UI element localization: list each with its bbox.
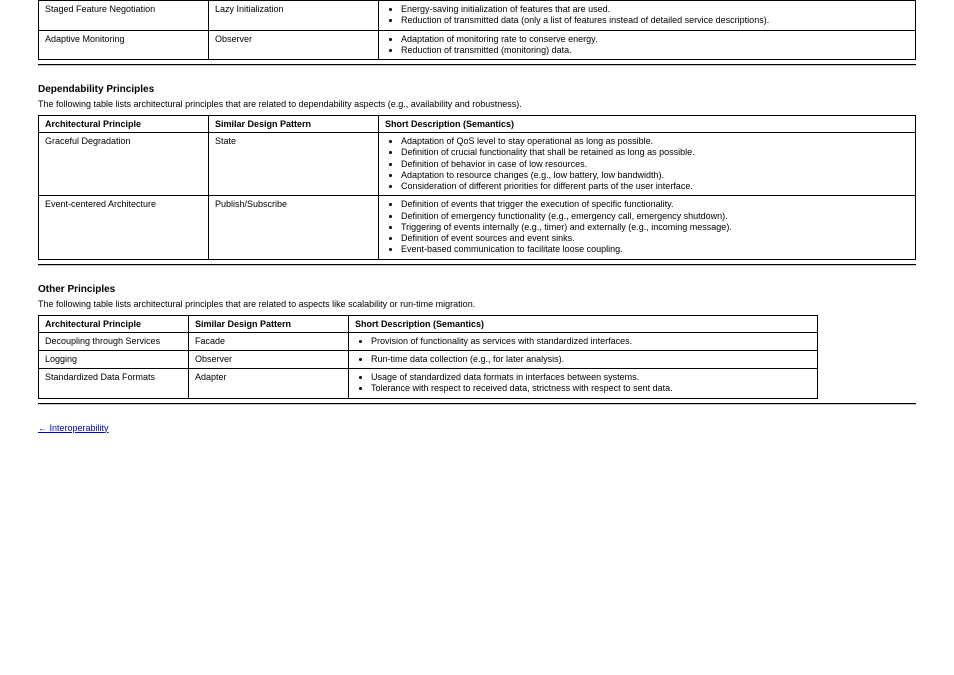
cell-principle: Event-centered Architecture	[39, 196, 209, 259]
cell-desc: Run-time data collection (e.g., for late…	[349, 350, 818, 368]
cell-pattern: Publish/Subscribe	[209, 196, 379, 259]
table-row: Graceful DegradationState Adaptation of Q…	[39, 133, 916, 196]
col-principle: Architectural Principle	[39, 315, 189, 332]
list-item: Triggering of events internally (e.g., t…	[401, 222, 909, 233]
energy-table: Staged Feature NegotiationLazy Initializ…	[38, 0, 916, 60]
depend-title: Dependability Principles	[38, 84, 916, 95]
other-lead: The following table lists architectural …	[38, 299, 916, 309]
desc-list: Usage of standardized data formats in in…	[355, 372, 811, 395]
list-item: Energy-saving initialization of features…	[401, 4, 909, 15]
cell-principle: Decoupling through Services	[39, 332, 189, 350]
other-table: Architectural Principle Similar Design P…	[38, 315, 818, 399]
table-header-row: Architectural Principle Similar Design P…	[39, 116, 916, 133]
cell-desc: Adaptation of monitoring rate to conserv…	[379, 30, 916, 60]
list-item: Usage of standardized data formats in in…	[371, 372, 811, 383]
list-item: Definition of events that trigger the ex…	[401, 199, 909, 210]
cell-principle: Adaptive Monitoring	[39, 30, 209, 60]
cell-desc: Provision of functionality as services w…	[349, 332, 818, 350]
cell-desc: Usage of standardized data formats in in…	[349, 369, 818, 399]
table-row: Adaptive MonitoringObserver Adaptation of…	[39, 30, 916, 60]
other-title: Other Principles	[38, 284, 916, 295]
list-item: Reduction of transmitted (monitoring) da…	[401, 45, 909, 56]
cell-principle: Standardized Data Formats	[39, 369, 189, 399]
list-item: Definition of crucial functionality that…	[401, 147, 909, 158]
desc-list: Adaptation of QoS level to stay operatio…	[385, 136, 909, 192]
list-item: Consideration of different priorities fo…	[401, 181, 909, 192]
list-item: Definition of behavior in case of low re…	[401, 159, 909, 170]
desc-list: Provision of functionality as services w…	[355, 336, 811, 347]
list-item: Adaptation to resource changes (e.g., lo…	[401, 170, 909, 181]
list-item: Reduction of transmitted data (only a li…	[401, 15, 909, 26]
cell-desc: Energy-saving initialization of features…	[379, 1, 916, 31]
section-divider	[38, 403, 916, 405]
desc-list: Adaptation of monitoring rate to conserv…	[385, 34, 909, 57]
list-item: Provision of functionality as services w…	[371, 336, 811, 347]
table-row: LoggingObserver Run-time data collection …	[39, 350, 818, 368]
list-item: Adaptation of QoS level to stay operatio…	[401, 136, 909, 147]
cell-pattern: State	[209, 133, 379, 196]
cell-pattern: Observer	[209, 30, 379, 60]
col-desc: Short Description (Semantics)	[349, 315, 818, 332]
prev-link[interactable]: ← Interoperability	[38, 423, 109, 433]
list-item: Adaptation of monitoring rate to conserv…	[401, 34, 909, 45]
table-row: Staged Feature NegotiationLazy Initializ…	[39, 1, 916, 31]
desc-list: Run-time data collection (e.g., for late…	[355, 354, 811, 365]
depend-table: Architectural Principle Similar Design P…	[38, 115, 916, 260]
cell-desc: Adaptation of QoS level to stay operatio…	[379, 133, 916, 196]
col-principle: Architectural Principle	[39, 116, 209, 133]
cell-pattern: Adapter	[189, 369, 349, 399]
table-row: Standardized Data FormatsAdapter Usage of…	[39, 369, 818, 399]
list-item: Run-time data collection (e.g., for late…	[371, 354, 811, 365]
cell-desc: Definition of events that trigger the ex…	[379, 196, 916, 259]
table-row: Event-centered ArchitecturePublish/Subsc…	[39, 196, 916, 259]
list-item: Definition of event sources and event si…	[401, 233, 909, 244]
col-desc: Short Description (Semantics)	[379, 116, 916, 133]
cell-pattern: Observer	[189, 350, 349, 368]
cell-principle: Logging	[39, 350, 189, 368]
section-divider	[38, 264, 916, 266]
depend-lead: The following table lists architectural …	[38, 99, 916, 109]
cell-principle: Graceful Degradation	[39, 133, 209, 196]
list-item: Event-based communication to facilitate …	[401, 244, 909, 255]
col-pattern: Similar Design Pattern	[189, 315, 349, 332]
list-item: Definition of emergency functionality (e…	[401, 211, 909, 222]
section-divider	[38, 64, 916, 66]
cell-pattern: Facade	[189, 332, 349, 350]
desc-list: Energy-saving initialization of features…	[385, 4, 909, 27]
desc-list: Definition of events that trigger the ex…	[385, 199, 909, 255]
table-header-row: Architectural Principle Similar Design P…	[39, 315, 818, 332]
col-pattern: Similar Design Pattern	[209, 116, 379, 133]
table-row: Decoupling through ServicesFacade Provisi…	[39, 332, 818, 350]
list-item: Tolerance with respect to received data,…	[371, 383, 811, 394]
cell-pattern: Lazy Initialization	[209, 1, 379, 31]
cell-principle: Staged Feature Negotiation	[39, 1, 209, 31]
